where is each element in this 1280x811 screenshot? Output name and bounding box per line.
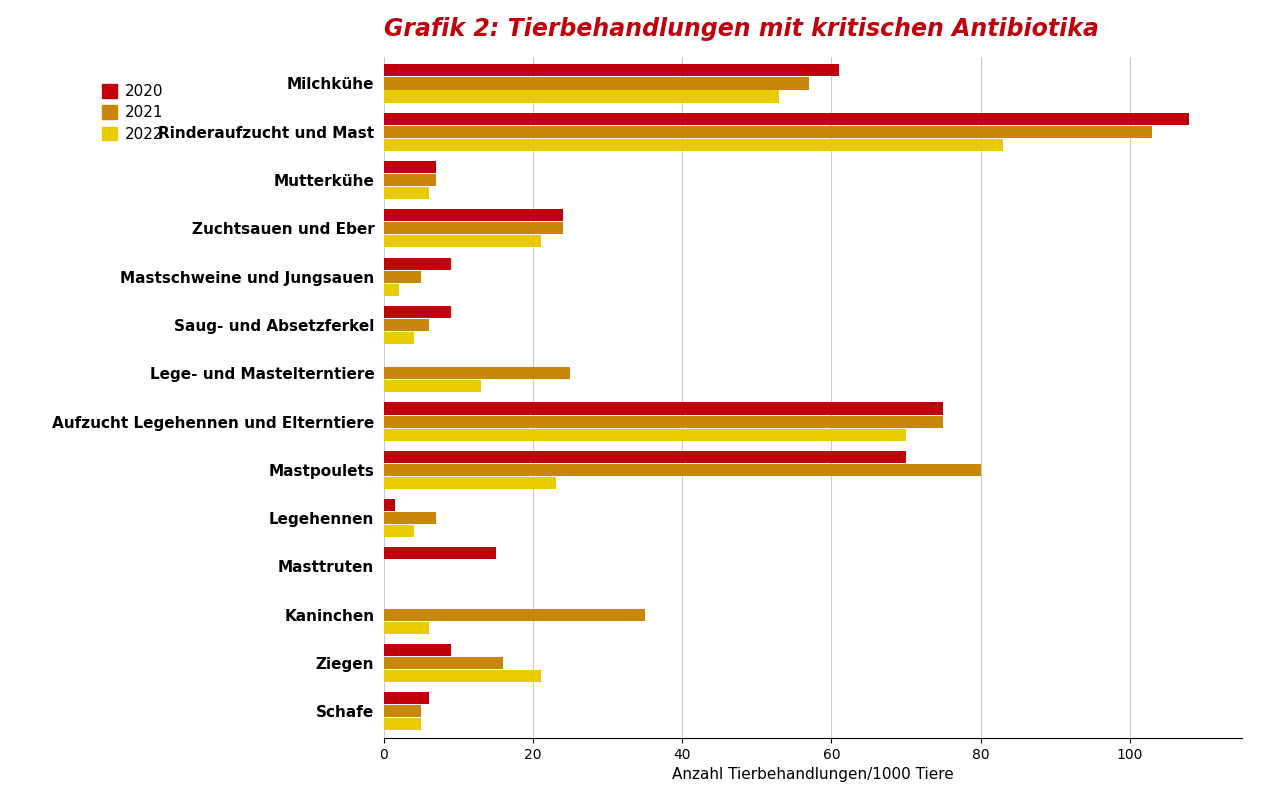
- Bar: [384, 332, 413, 344]
- Bar: [384, 91, 780, 102]
- Bar: [384, 306, 451, 318]
- Bar: [384, 319, 429, 331]
- Bar: [384, 693, 429, 704]
- Bar: [384, 187, 429, 200]
- X-axis label: Anzahl Tierbehandlungen/1000 Tiere: Anzahl Tierbehandlungen/1000 Tiere: [672, 767, 954, 783]
- Bar: [384, 622, 429, 633]
- Bar: [384, 706, 421, 718]
- Bar: [384, 719, 421, 731]
- Bar: [384, 499, 396, 511]
- Bar: [384, 657, 503, 669]
- Bar: [384, 235, 540, 247]
- Bar: [384, 222, 563, 234]
- Bar: [384, 113, 1189, 125]
- Bar: [384, 258, 451, 269]
- Bar: [384, 428, 906, 440]
- Bar: [384, 271, 421, 283]
- Bar: [384, 367, 571, 380]
- Bar: [384, 126, 1152, 138]
- Bar: [384, 284, 399, 296]
- Bar: [384, 547, 495, 560]
- Bar: [384, 477, 556, 489]
- Bar: [384, 77, 809, 89]
- Bar: [384, 644, 451, 656]
- Legend: 2020, 2021, 2022: 2020, 2021, 2022: [96, 78, 169, 148]
- Bar: [384, 609, 645, 620]
- Bar: [384, 402, 943, 414]
- Bar: [384, 161, 436, 173]
- Bar: [384, 415, 943, 427]
- Bar: [384, 670, 540, 682]
- Bar: [384, 464, 980, 476]
- Bar: [384, 139, 1004, 151]
- Bar: [384, 174, 436, 186]
- Bar: [384, 512, 436, 524]
- Bar: [384, 526, 413, 537]
- Bar: [384, 64, 838, 76]
- Bar: [384, 451, 906, 463]
- Text: Grafik 2: Tierbehandlungen mit kritischen Antibiotika: Grafik 2: Tierbehandlungen mit kritische…: [384, 17, 1100, 41]
- Bar: [384, 380, 481, 393]
- Bar: [384, 209, 563, 221]
